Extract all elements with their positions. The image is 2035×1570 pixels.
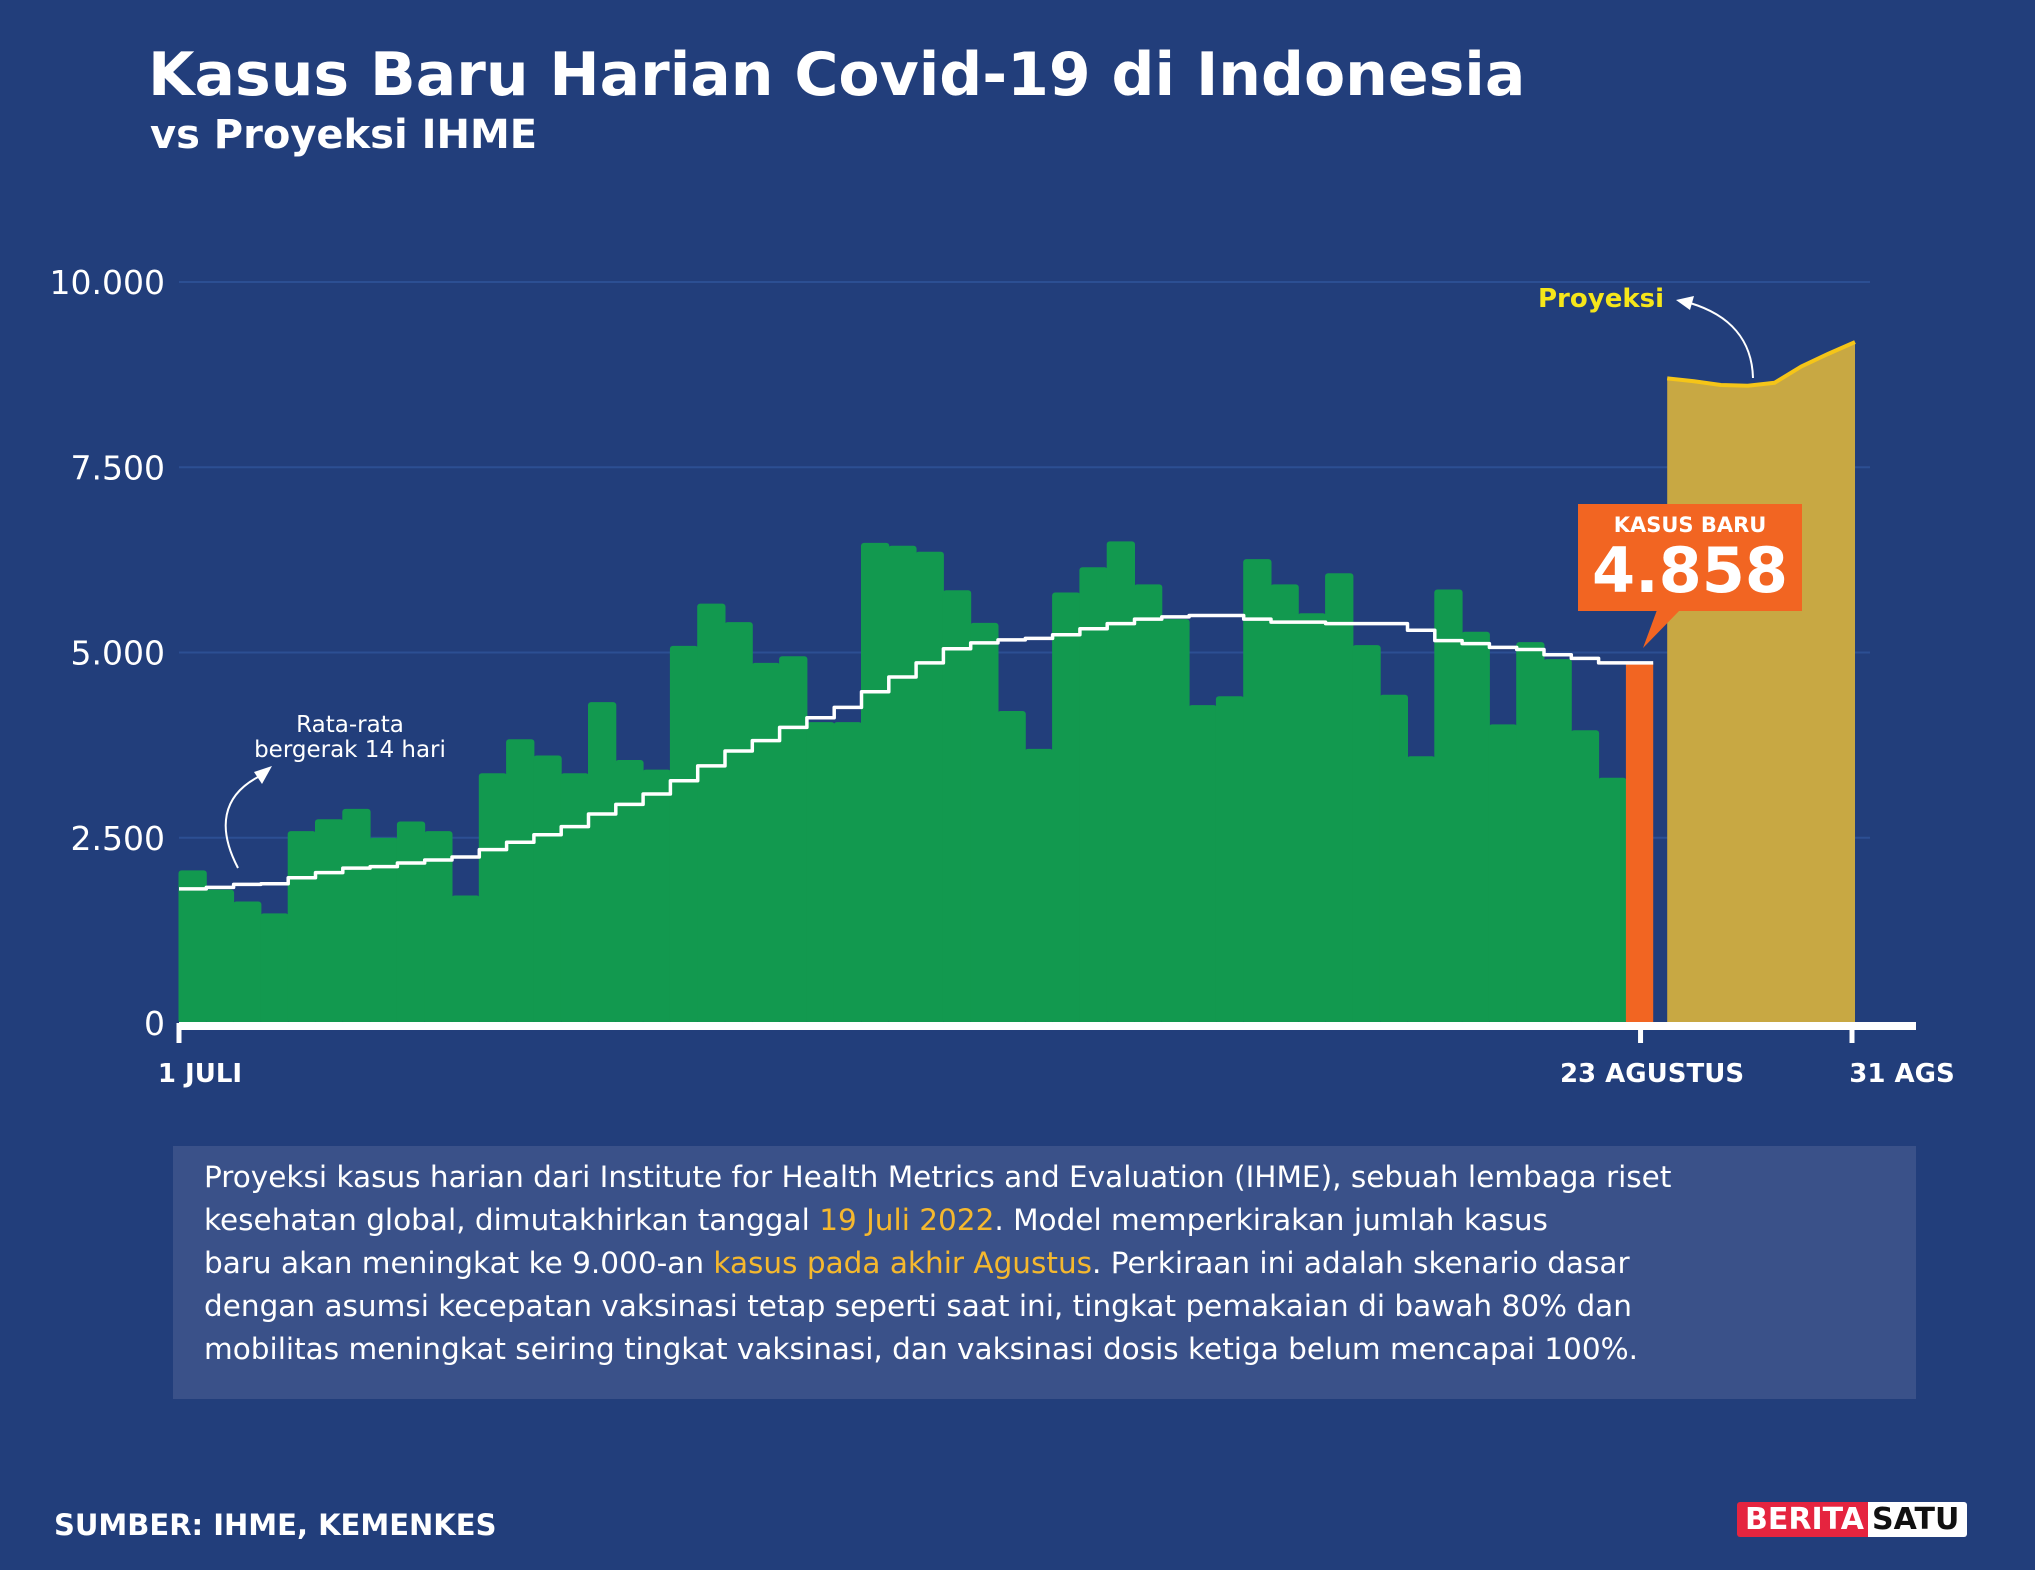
daily-bar <box>1543 659 1572 1023</box>
daily-bar <box>260 913 289 1023</box>
arrowhead-icon <box>1676 296 1694 310</box>
daily-bar <box>888 545 917 1023</box>
x-tick-label: 23 AGUSTUS <box>1560 1059 1744 1089</box>
note-highlight: 19 Juli 2022 <box>819 1203 995 1237</box>
annotation-arrow <box>224 774 263 869</box>
daily-bar <box>751 662 781 1023</box>
daily-bar <box>1598 777 1627 1023</box>
y-tick-label: 10.000 <box>50 263 165 302</box>
chart-subtitle: vs Proyeksi IHME <box>150 112 538 158</box>
projection-label: Proyeksi <box>1538 284 1664 314</box>
moving-average-label: Rata-rata <box>296 712 404 738</box>
moving-average-line <box>179 613 1654 891</box>
daily-bar <box>1270 584 1299 1023</box>
daily-bar <box>478 773 508 1023</box>
daily-bar <box>396 821 426 1023</box>
daily-bar <box>1243 559 1272 1023</box>
note-line: Proyeksi kasus harian dari Institute for… <box>204 1160 1671 1194</box>
note-highlight: kasus pada akhir Agustus <box>713 1246 1093 1280</box>
latest-callout <box>1578 504 1802 611</box>
daily-bar <box>915 551 944 1023</box>
daily-bar <box>315 819 344 1023</box>
daily-bar <box>1215 696 1245 1023</box>
daily-bar <box>833 722 862 1023</box>
logo-part2: SATU <box>1867 1502 1968 1537</box>
daily-bar <box>642 769 671 1023</box>
daily-bar <box>533 755 562 1023</box>
daily-bar <box>806 722 835 1023</box>
beritasatu-logo: BERITA SATU <box>1737 1502 1968 1537</box>
note-text: . Model memperkirakan jumlah kasus <box>994 1203 1548 1237</box>
daily-bar <box>205 889 235 1023</box>
note-line: baru akan meningkat ke 9.000-an kasus pa… <box>204 1246 1630 1280</box>
projection-area <box>1667 342 1855 1023</box>
daily-bar <box>1188 705 1217 1023</box>
daily-bar <box>233 901 262 1023</box>
daily-bar <box>615 759 644 1023</box>
daily-bar <box>1079 567 1108 1023</box>
daily-bar <box>1570 730 1600 1023</box>
note-text: baru akan meningkat ke 9.000-an <box>204 1246 714 1280</box>
x-tick-label: 31 AGS <box>1849 1059 1954 1089</box>
daily-bar <box>424 831 453 1023</box>
note-text: kesehatan global, dimutakhirkan tanggal <box>204 1203 820 1237</box>
daily-bar <box>287 831 316 1023</box>
daily-bar <box>997 711 1026 1023</box>
daily-bar <box>1461 631 1490 1023</box>
chart: 0 2.500 5.000 7.500 10.000 1 JULI 23 AGUSTUS 31… <box>50 263 1955 1089</box>
daily-bar <box>1024 748 1054 1023</box>
latest-label: KASUS BARU <box>1614 513 1767 537</box>
daily-bar <box>1161 619 1190 1023</box>
daily-bar <box>1352 645 1381 1023</box>
daily-bar <box>369 837 398 1023</box>
note-line: dengan asumsi kecepatan vaksinasi tetap … <box>204 1289 1632 1323</box>
chart-title: Kasus Baru Harian Covid-19 di Indonesia <box>148 40 1526 110</box>
daily-bar <box>669 645 699 1023</box>
daily-bar <box>1325 573 1354 1023</box>
note-text: mobilitas meningkat seiring tingkat vaks… <box>204 1332 1639 1366</box>
note-text: . Perkiraan ini adalah skenario dasar <box>1092 1246 1630 1280</box>
daily-bar <box>970 622 999 1023</box>
x-tick-label: 1 JULI <box>158 1059 242 1089</box>
daily-bar <box>1434 589 1463 1023</box>
daily-bar <box>560 773 589 1023</box>
daily-bar <box>342 808 371 1023</box>
y-tick-label: 2.500 <box>71 819 165 858</box>
latest-value: 4.858 <box>1592 534 1788 607</box>
daily-bar <box>697 603 726 1023</box>
note-box: Proyeksi kasus harian dari Institute for… <box>173 1146 1916 1399</box>
annotation-arrow <box>1689 302 1754 379</box>
daily-bar <box>1297 613 1327 1023</box>
daily-bar <box>1134 584 1163 1023</box>
daily-bar <box>506 739 535 1023</box>
note-text: dengan asumsi kecepatan vaksinasi tetap … <box>204 1289 1632 1323</box>
daily-bar <box>861 542 890 1023</box>
logo-part1: BERITA <box>1737 1502 1868 1537</box>
daily-bar <box>588 702 617 1023</box>
daily-bar <box>1516 642 1545 1023</box>
callout-pointer <box>1643 610 1680 648</box>
arrowhead-icon <box>254 766 272 784</box>
latest-bar <box>1625 663 1654 1023</box>
moving-average-label: bergerak 14 hari <box>254 737 446 763</box>
daily-bar <box>1488 724 1518 1023</box>
daily-bar <box>451 895 480 1023</box>
daily-bar <box>1407 756 1436 1023</box>
y-tick-label: 7.500 <box>71 448 165 487</box>
projection-line <box>1666 340 1856 388</box>
daily-bar <box>724 622 753 1023</box>
daily-bar <box>1379 694 1408 1023</box>
daily-bar <box>779 656 808 1023</box>
source-text: SUMBER: IHME, KEMENKES <box>54 1508 497 1542</box>
daily-bar <box>942 590 972 1023</box>
daily-bar <box>178 870 207 1023</box>
daily-bar <box>1106 541 1135 1023</box>
daily-bar <box>1052 592 1081 1023</box>
note-text: Proyeksi kasus harian dari Institute for… <box>204 1160 1672 1194</box>
note-line: mobilitas meningkat seiring tingkat vaks… <box>204 1332 1638 1366</box>
note-line: kesehatan global, dimutakhirkan tanggal … <box>204 1203 1548 1237</box>
y-tick-label: 5.000 <box>71 634 165 673</box>
y-tick-label: 0 <box>144 1004 165 1043</box>
